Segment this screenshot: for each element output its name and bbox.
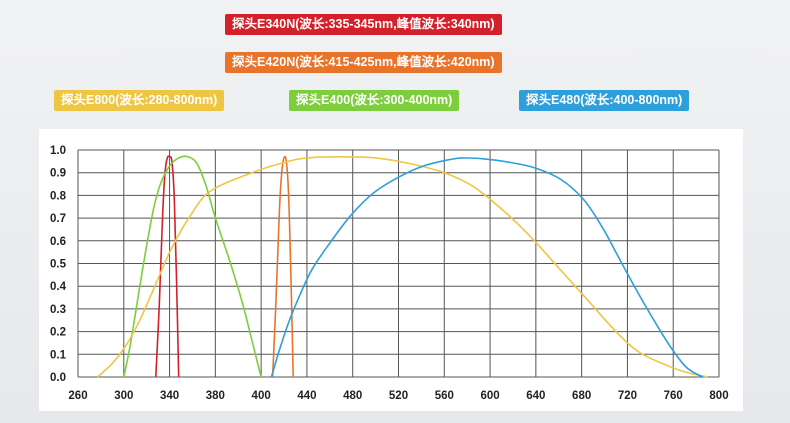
legend-tag-e480: 探头E480(波长:400-800nm) <box>519 90 690 111</box>
x-tick-label: 800 <box>709 390 728 402</box>
spectral-response-chart: 260 300 340 380 400 440 480 520 560 600 640 680 720 7… <box>50 145 729 402</box>
grid <box>77 149 720 378</box>
y-tick-label: 0.8 <box>50 190 67 202</box>
series-line <box>155 155 180 378</box>
x-tick-label: 380 <box>206 390 225 402</box>
y-tick-label: 0.9 <box>50 168 66 180</box>
x-tick-label: 760 <box>664 390 683 402</box>
series-line <box>271 155 294 378</box>
series-line <box>270 157 704 378</box>
y-axis-ticks: 0.0 0.1 0.2 0.3 0.4 0.5 0.6 0.7 0.8 0.9 1.0 <box>50 145 67 384</box>
legend-tag-e420n: 探头E420N(波长:415-425nm,峰值波长:420nm) <box>225 52 502 73</box>
y-tick-label: 0.3 <box>50 304 66 316</box>
y-tick-label: 0.7 <box>50 213 66 225</box>
y-tick-label: 0.5 <box>50 259 67 271</box>
x-tick-label: 560 <box>435 390 454 402</box>
x-tick-label: 520 <box>389 390 408 402</box>
x-tick-label: 640 <box>526 390 545 402</box>
series-line <box>96 155 708 378</box>
curves <box>96 155 708 378</box>
x-tick-label: 440 <box>297 390 316 402</box>
legend-tag-e800: 探头E800(波长:280-800nm) <box>54 90 225 111</box>
x-tick-label: 300 <box>114 390 133 402</box>
y-tick-label: 0.2 <box>50 327 66 339</box>
y-tick-label: 0.1 <box>50 349 67 361</box>
x-tick-label: 680 <box>572 390 591 402</box>
y-tick-label: 0.6 <box>50 236 66 248</box>
y-tick-label: 0.0 <box>50 372 66 384</box>
y-tick-label: 0.4 <box>50 281 67 293</box>
x-tick-label: 480 <box>343 390 362 402</box>
x-axis-ticks: 260 300 340 380 400 440 480 520 560 600 640 680 720 7… <box>68 390 728 402</box>
y-tick-label: 1.0 <box>50 145 66 157</box>
x-tick-label: 340 <box>160 390 179 402</box>
x-tick-label: 260 <box>68 390 87 402</box>
x-tick-label: 400 <box>252 390 271 402</box>
x-tick-label: 600 <box>480 390 499 402</box>
legend-tag-e340n: 探头E340N(波长:335-345nm,峰值波长:340nm) <box>225 14 502 35</box>
series-line <box>123 155 262 378</box>
x-tick-label: 720 <box>618 390 637 402</box>
legend-tag-e400: 探头E400(波长:300-400nm) <box>289 90 460 111</box>
